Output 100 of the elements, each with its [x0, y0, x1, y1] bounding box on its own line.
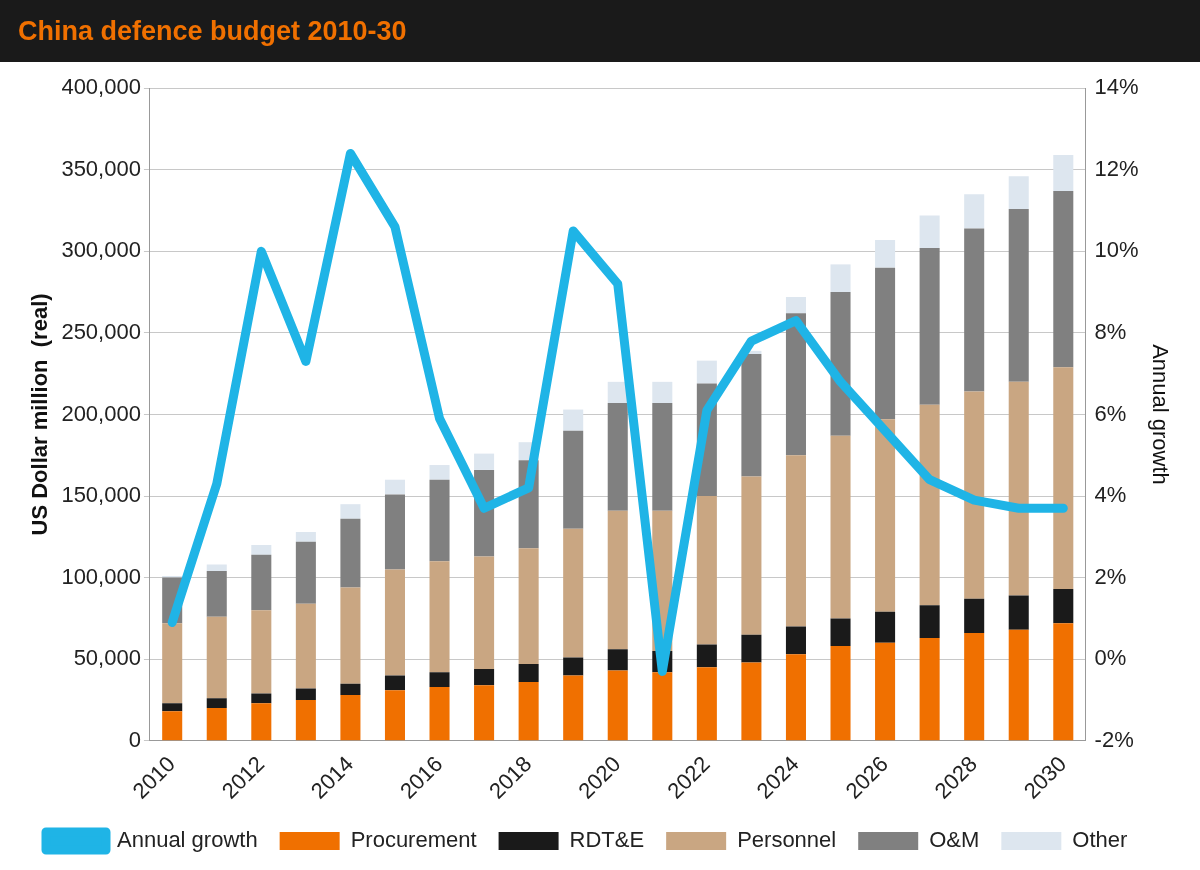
bar	[563, 409, 584, 431]
bar	[340, 683, 361, 696]
bar	[652, 381, 673, 404]
bar	[830, 435, 851, 619]
bar	[785, 626, 806, 655]
bar	[741, 662, 762, 741]
bar	[474, 453, 495, 470]
bar	[384, 690, 405, 741]
bar	[563, 675, 584, 741]
bar	[1053, 155, 1074, 191]
bar	[964, 194, 985, 229]
bar	[563, 430, 584, 529]
bar	[474, 556, 495, 669]
chart-title: China defence budget 2010-30	[18, 15, 407, 47]
y2-axis-title: Annual growth	[1147, 344, 1173, 485]
bar	[785, 313, 806, 456]
bar	[830, 618, 851, 647]
y-tick-label: 250,000	[61, 318, 141, 344]
bar	[875, 267, 896, 420]
bar	[251, 693, 272, 704]
bar	[295, 688, 316, 700]
bar	[563, 528, 584, 658]
bar	[1008, 595, 1029, 630]
bar	[785, 455, 806, 627]
bar	[429, 561, 450, 673]
bar	[384, 569, 405, 676]
legend-label: O&M	[929, 827, 980, 853]
y-tick-label: 150,000	[61, 482, 141, 508]
bar	[162, 711, 183, 741]
y-axis-title: US Dollar million (real)	[27, 293, 53, 536]
y-tick-label: 350,000	[61, 155, 141, 181]
bar	[1008, 381, 1029, 596]
bar	[162, 623, 183, 704]
bar	[474, 685, 495, 741]
bar	[162, 703, 183, 712]
bar	[518, 664, 539, 682]
bar	[607, 670, 628, 741]
bar	[652, 672, 673, 741]
bar	[1008, 629, 1029, 741]
bar	[875, 239, 896, 268]
bar	[251, 544, 272, 555]
bar	[741, 354, 762, 477]
y2-tick-label: 14%	[1094, 74, 1139, 100]
bar	[251, 610, 272, 694]
bar	[384, 494, 405, 570]
bar	[1008, 176, 1029, 209]
bar	[741, 634, 762, 663]
bar	[518, 548, 539, 665]
bar	[429, 465, 450, 480]
bar	[875, 419, 896, 612]
y2-tick-label: 10%	[1094, 237, 1139, 263]
y-tick-label: 300,000	[61, 237, 141, 263]
bar	[607, 403, 628, 511]
bar	[785, 297, 806, 314]
bar	[919, 215, 940, 249]
bar	[1053, 589, 1074, 624]
y2-tick-label: 12%	[1094, 155, 1139, 181]
bar	[830, 646, 851, 741]
bar	[206, 571, 227, 617]
bar	[830, 264, 851, 293]
bar	[696, 496, 717, 645]
bar	[206, 698, 227, 709]
bar	[696, 644, 717, 668]
bar	[295, 541, 316, 604]
bar	[518, 682, 539, 741]
bar	[875, 611, 896, 643]
bar	[875, 642, 896, 741]
bar	[340, 587, 361, 684]
bar	[474, 668, 495, 686]
bar	[1053, 190, 1074, 368]
bar	[206, 708, 227, 741]
bar	[384, 675, 405, 691]
bar	[1053, 623, 1074, 741]
bar	[919, 605, 940, 638]
bar	[340, 695, 361, 741]
y2-tick-label: -2%	[1094, 726, 1134, 752]
bar	[295, 531, 316, 542]
y-tick-label: 200,000	[61, 400, 141, 426]
bar	[919, 637, 940, 741]
bar	[251, 554, 272, 611]
bar	[251, 703, 272, 741]
bar	[964, 391, 985, 599]
bar	[563, 657, 584, 676]
y-tick-label: 400,000	[61, 74, 141, 100]
y2-tick-label: 4%	[1094, 482, 1127, 508]
bar	[652, 403, 673, 511]
bar	[696, 360, 717, 384]
bar	[1053, 367, 1074, 590]
y-tick-label: 0	[128, 726, 141, 752]
legend-label: Personnel	[737, 827, 837, 853]
bar	[919, 404, 940, 606]
y2-tick-label: 2%	[1094, 563, 1127, 589]
bar	[429, 686, 450, 741]
y2-tick-label: 0%	[1094, 645, 1127, 671]
bar	[295, 603, 316, 689]
bar	[607, 510, 628, 650]
bar	[696, 667, 717, 741]
bar	[741, 476, 762, 635]
legend-label: Other	[1072, 827, 1128, 853]
bar	[964, 228, 985, 392]
